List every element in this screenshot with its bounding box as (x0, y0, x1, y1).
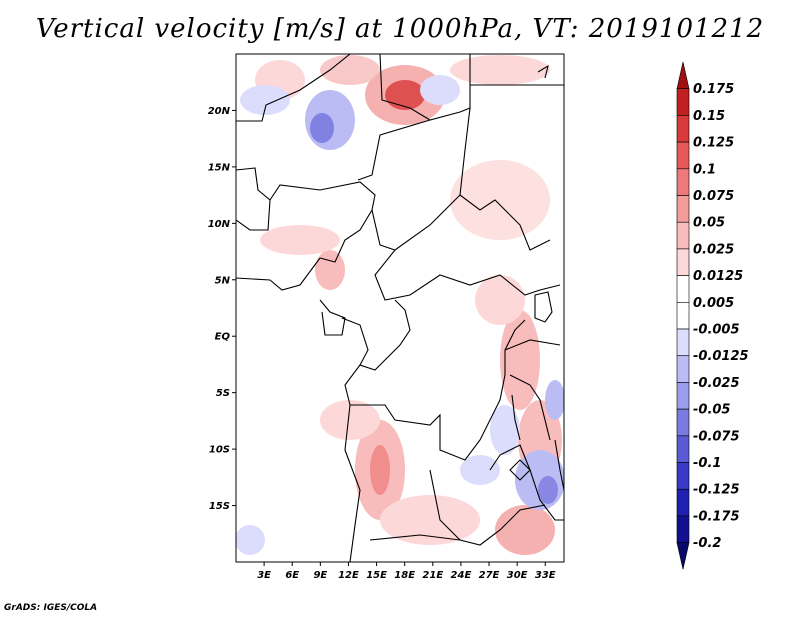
colorbar-label: -0.125 (693, 483, 740, 498)
colorbar-label: 0.075 (693, 189, 734, 204)
colorbar-label: -0.075 (693, 429, 740, 444)
colorbar-label: 0.15 (693, 109, 725, 124)
colorbar-segment (676, 248, 690, 276)
colorbar-label: -0.005 (693, 323, 740, 338)
colorbar-bottom-arrow (676, 542, 690, 570)
colorbar-segment (676, 141, 690, 170)
lon-label: 24E (451, 570, 472, 581)
colorbar-segment (676, 382, 690, 410)
colorbar-label: -0.025 (693, 376, 740, 391)
colorbar-segment (676, 302, 690, 330)
colorbar-label: -0.1 (693, 456, 721, 471)
lon-label: 3E (257, 570, 271, 581)
colorbar-top-arrow (676, 61, 690, 90)
plot-title: Vertical velocity [m/s] at 1000hPa, VT: … (35, 14, 765, 44)
colorbar-label: -0.0125 (693, 349, 749, 364)
colorbar-segment (676, 221, 690, 250)
lat-label: 5S (216, 388, 230, 399)
velocity-shading (236, 55, 564, 555)
colorbar-segment (676, 88, 690, 116)
colorbar-label: 0.125 (693, 136, 734, 151)
lon-label: 21E (422, 570, 443, 581)
colorbar-segment (676, 488, 690, 517)
lat-label: 15N (208, 162, 231, 173)
latitude-axis: 20N 15N 10N 5N EQ 5S 10S 15S (208, 106, 236, 512)
lat-label: 10N (208, 219, 231, 230)
colorbar-segment (676, 195, 690, 223)
lat-label: 15S (209, 501, 230, 512)
colorbar-segment (676, 328, 690, 357)
lat-label: 20N (208, 106, 231, 117)
colorbar-segment (676, 115, 690, 143)
colorbar-label: 0.1 (693, 162, 716, 177)
colorbar-segment (676, 515, 690, 543)
lat-label: EQ (215, 332, 231, 343)
lon-label: 6E (285, 570, 299, 581)
colorbar-segment (676, 435, 690, 463)
colorbar-label: -0.2 (693, 536, 721, 551)
colorbar-label: 0.0125 (693, 269, 743, 284)
lat-label: 10S (209, 445, 230, 456)
colorbar-segment (676, 408, 690, 437)
colorbar: 0.175 0.15 0.125 0.1 0.075 0.05 0.025 0.0125 0.0… (676, 61, 749, 570)
colorbar-segment (676, 355, 690, 383)
map-frame (235, 53, 565, 563)
colorbar-segment (676, 462, 690, 490)
colorbar-label: 0.05 (693, 216, 725, 231)
lon-label: 18E (394, 570, 415, 581)
colorbar-label: 0.025 (693, 242, 734, 257)
country-borders (236, 54, 564, 562)
colorbar-label: 0.175 (693, 82, 734, 97)
lat-label: 5N (215, 275, 231, 286)
colorbar-label: -0.175 (693, 509, 740, 524)
colorbar-segment (676, 168, 690, 196)
lon-label: 33E (535, 570, 556, 581)
grads-credit: GrADS: IGES/COLA (4, 603, 98, 613)
lon-label: 12E (338, 570, 359, 581)
colorbar-label: -0.05 (693, 403, 730, 418)
colorbar-label: 0.005 (693, 296, 734, 311)
lon-label: 30E (507, 570, 528, 581)
lon-label: 9E (313, 570, 327, 581)
colorbar-segment (676, 275, 690, 303)
longitude-axis: 3E 6E 9E 12E 15E 18E 21E 24E 27E 30E 33E (257, 562, 556, 581)
lon-label: 27E (479, 570, 500, 581)
lon-label: 15E (366, 570, 387, 581)
